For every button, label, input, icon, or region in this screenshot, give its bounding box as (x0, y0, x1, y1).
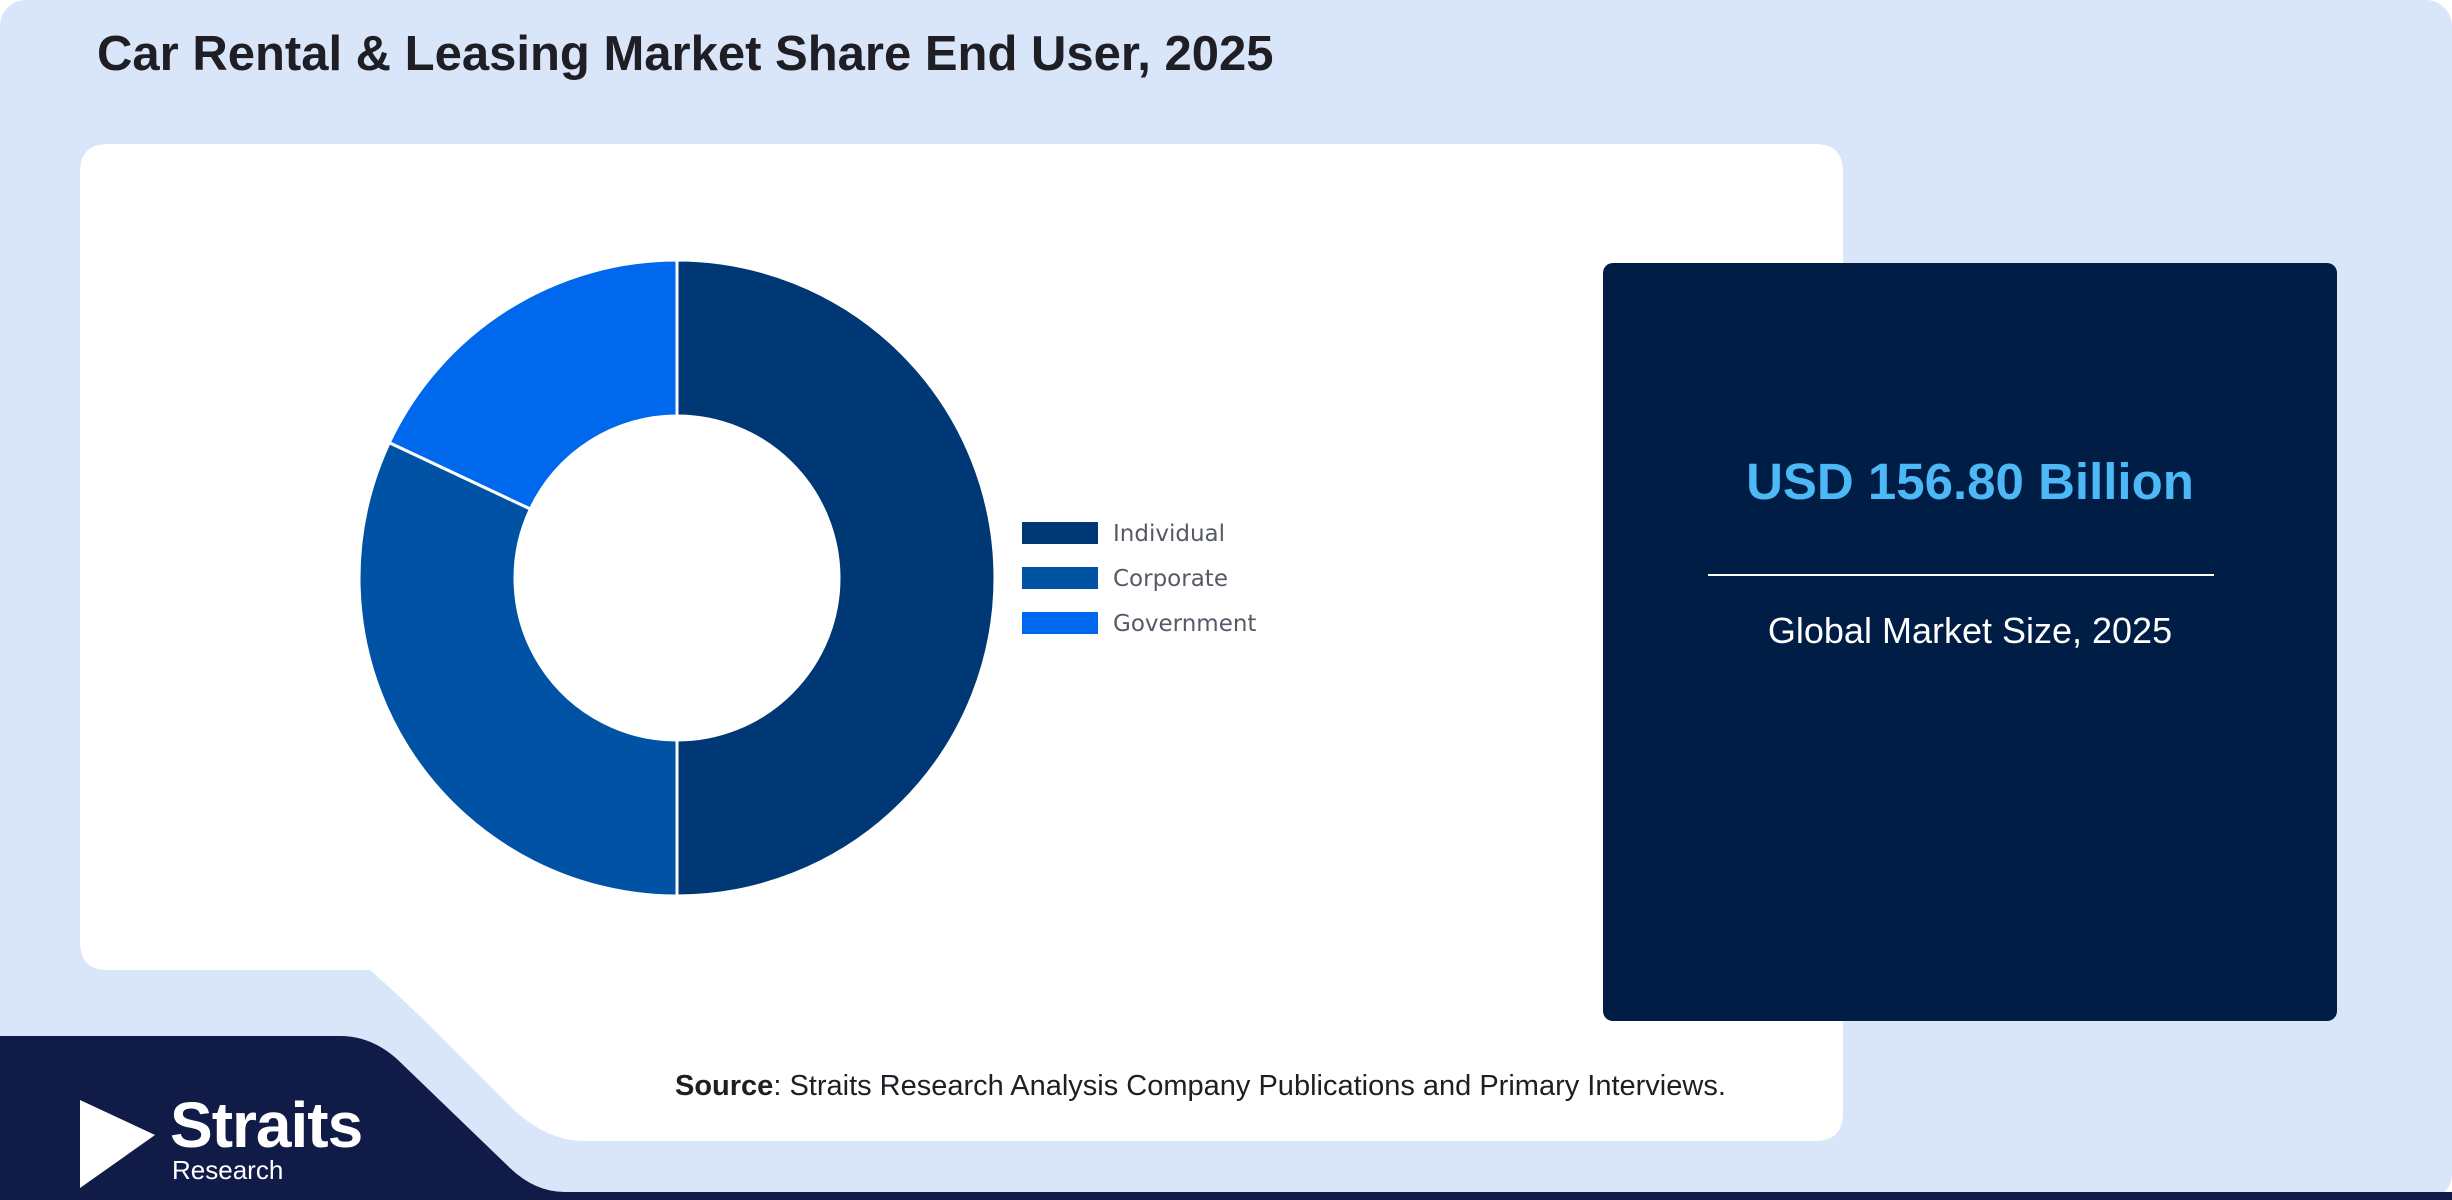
legend-swatch-individual (1022, 522, 1098, 544)
donut-slices (357, 258, 997, 898)
kpi-value: USD 156.80 Billion (1746, 453, 2194, 510)
chart-legend: Individual Corporate Government (1022, 521, 1256, 637)
donut-slice-corporate (357, 440, 679, 898)
legend-swatch-corporate (1022, 567, 1098, 589)
source-label: Source (675, 1070, 774, 1102)
straits-arrow-logo-icon (80, 1100, 155, 1188)
legend-label-government: Government (1113, 611, 1256, 637)
source-text: : Straits Research Analysis Company Publ… (773, 1070, 1726, 1102)
kpi-label: Global Market Size, 2025 (1767, 610, 2173, 651)
logo-wordmark: Straits (170, 1089, 363, 1161)
donut-slice-individual (675, 258, 997, 898)
source-note: Source: Straits Research Analysis Compan… (675, 1070, 1726, 1103)
page-title: Car Rental & Leasing Market Share End Us… (97, 27, 1274, 81)
logo-subtitle: Research (172, 1155, 284, 1185)
legend-swatch-government (1022, 612, 1098, 634)
legend-label-corporate: Corporate (1113, 566, 1228, 592)
kpi-panel (1603, 263, 2337, 1021)
donut-slice-government (387, 258, 679, 512)
logo-band (0, 1036, 2452, 1200)
legend-label-individual: Individual (1113, 521, 1225, 547)
